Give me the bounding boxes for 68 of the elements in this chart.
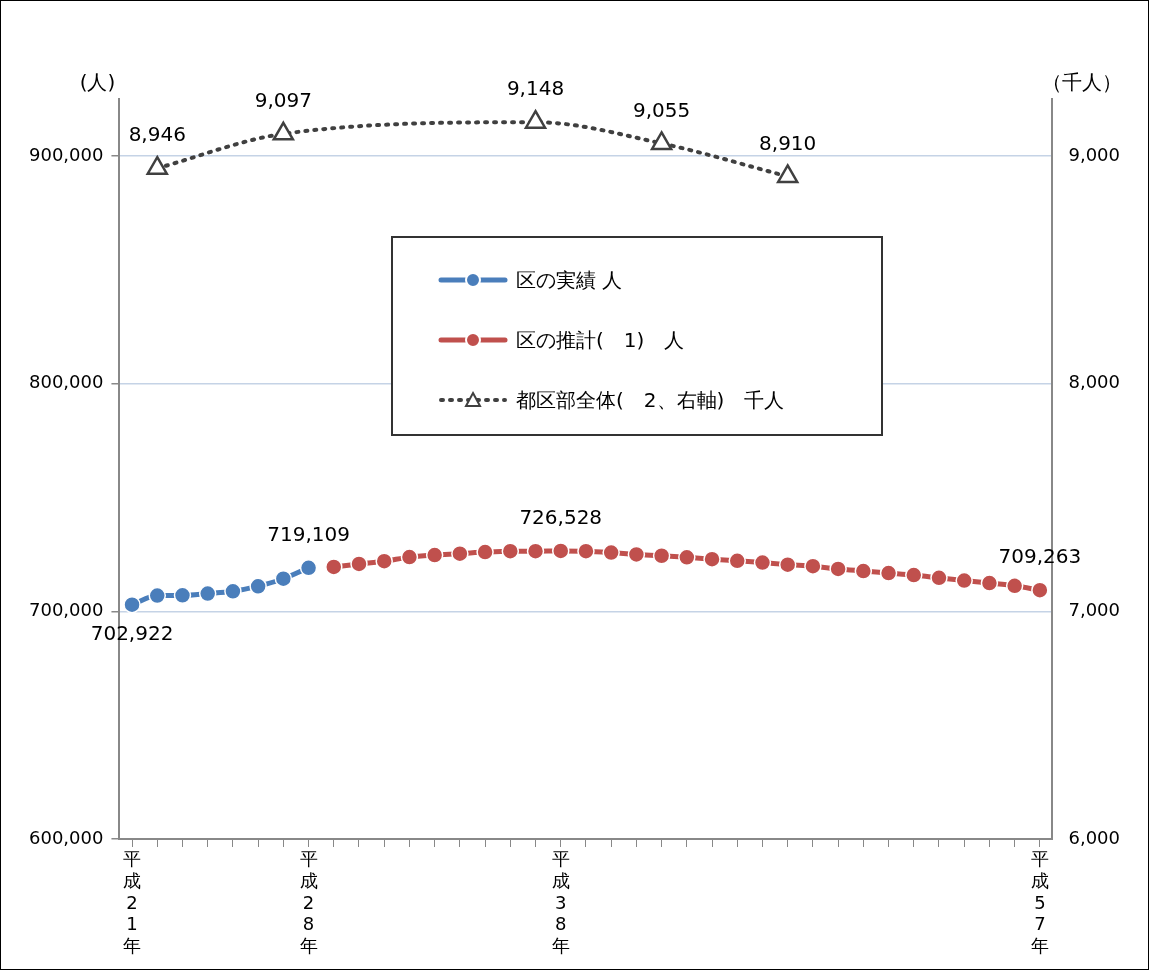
point (400, 548, 419, 566)
point (274, 570, 293, 588)
data-label: 9,148 (506, 76, 565, 101)
data-label: 9,055 (632, 97, 691, 122)
data-label: 702,922 (90, 620, 174, 645)
point (652, 547, 671, 565)
point (524, 109, 547, 129)
data-label: 8,946 (128, 122, 186, 147)
point (854, 562, 873, 580)
x-tick-label: 平成57年 (1030, 848, 1049, 956)
point (526, 542, 545, 560)
point (146, 155, 169, 175)
point (776, 164, 799, 184)
point (148, 586, 167, 605)
point (980, 574, 999, 592)
point (451, 544, 469, 563)
point (551, 542, 570, 560)
y2-tick-label: 7,000 (1068, 598, 1120, 620)
y-axis-title: (人) (79, 70, 116, 95)
point (249, 577, 267, 596)
point (778, 555, 797, 574)
data-label: 9,097 (254, 88, 312, 113)
y2-tick-label: 9,000 (1068, 143, 1120, 165)
point (299, 559, 318, 577)
point (1031, 581, 1049, 599)
point (325, 558, 343, 576)
point (198, 584, 217, 603)
point (955, 571, 973, 590)
legend-label: 区の推計( 1) 人 (516, 326, 685, 354)
point (173, 586, 192, 605)
point (879, 564, 898, 582)
y2-axis-title: （千人） (1042, 70, 1123, 95)
point (350, 555, 368, 573)
x-tick-label: 平成28年 (299, 848, 318, 956)
point (627, 545, 646, 564)
point (728, 552, 747, 570)
point (753, 553, 772, 572)
data-label: 8,910 (759, 130, 817, 155)
point (1005, 577, 1024, 595)
y2-tick-label: 6,000 (1068, 826, 1120, 848)
point (375, 552, 393, 570)
data-label: 726,528 (519, 505, 603, 530)
x-tick-label: 平成38年 (551, 848, 570, 956)
data-label: 719,109 (267, 522, 350, 546)
y-tick-label: 700,000 (29, 598, 104, 620)
point (905, 566, 923, 584)
point (501, 542, 520, 560)
point (476, 543, 494, 561)
x-tick-label: 平成21年 (123, 848, 142, 956)
legend-label: 都区部全体( 2、右軸) 千人 (516, 386, 785, 414)
point (425, 546, 444, 564)
legend-label: 区の実績 人 (516, 266, 623, 294)
point (577, 542, 595, 560)
y2-tick-label: 8,000 (1068, 371, 1120, 393)
point (272, 121, 295, 141)
data-label: 709,263 (998, 544, 1082, 569)
point (224, 582, 242, 601)
y-tick-label: 800,000 (29, 371, 104, 393)
point (602, 543, 620, 562)
point (804, 557, 822, 575)
point (703, 550, 721, 568)
point (123, 595, 141, 614)
point (650, 131, 673, 151)
point (829, 560, 847, 578)
y-tick-label: 600,000 (29, 826, 104, 848)
point (678, 548, 696, 567)
point (930, 569, 948, 587)
y-tick-label: 900,000 (29, 143, 104, 165)
